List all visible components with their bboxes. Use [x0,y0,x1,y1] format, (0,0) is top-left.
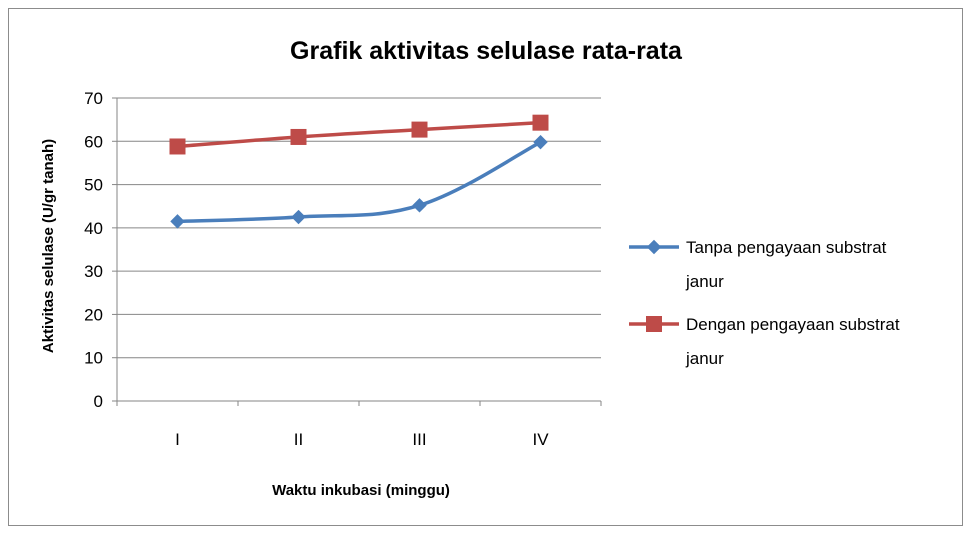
plot-series [169,114,549,229]
legend-entry-2: Dengan pengayaan substrat janur [629,315,900,368]
data-point-marker [169,138,186,155]
data-point-marker [533,134,548,150]
y-axis-title: Aktivitas selulase (U/gr tanah) [40,139,57,353]
x-tick-label: II [294,430,303,449]
gridlines [117,97,601,359]
data-point-marker [290,128,307,145]
series-1 [170,134,548,229]
series-2 [169,114,549,155]
legend-label: janur [685,272,724,291]
x-axis-title: Waktu inkubasi (minggu) [272,482,450,499]
y-tick-label: 40 [84,219,103,238]
data-point-marker [532,114,549,131]
y-tick-labels: 0 10 20 30 40 50 60 70 [84,89,103,411]
axes [112,97,602,406]
x-tick-labels: I II III IV [175,430,549,449]
chart-title: Grafik aktivitas selulase rata-rata [290,37,683,65]
y-tick-label: 60 [84,132,103,151]
data-point-marker [411,121,428,138]
x-tick-label: IV [532,430,549,449]
legend-label: Dengan pengayaan substrat [686,315,900,334]
x-tick-label: I [175,430,180,449]
data-point-marker [412,198,427,213]
y-tick-label: 30 [84,262,103,281]
y-tick-label: 70 [84,89,103,108]
legend-label: Tanpa pengayaan substrat [686,238,887,257]
x-tick-label: III [412,430,426,449]
series-line [177,140,542,224]
y-tick-label: 50 [84,176,103,195]
chart-area[interactable]: 0 10 20 30 40 50 60 70 I II III IV Grafik aktivita… [8,8,963,526]
y-tick-label: 20 [84,305,103,324]
legend-marker [646,239,662,255]
data-point-marker [291,209,306,225]
data-point-marker [170,214,185,229]
legend-entry-1: Tanpa pengayaan substrat janur [629,238,887,291]
legend-marker [646,316,662,332]
series-line [177,120,541,149]
legend-label: janur [685,349,724,368]
y-tick-label: 0 [94,392,103,411]
y-tick-label: 10 [84,349,103,368]
